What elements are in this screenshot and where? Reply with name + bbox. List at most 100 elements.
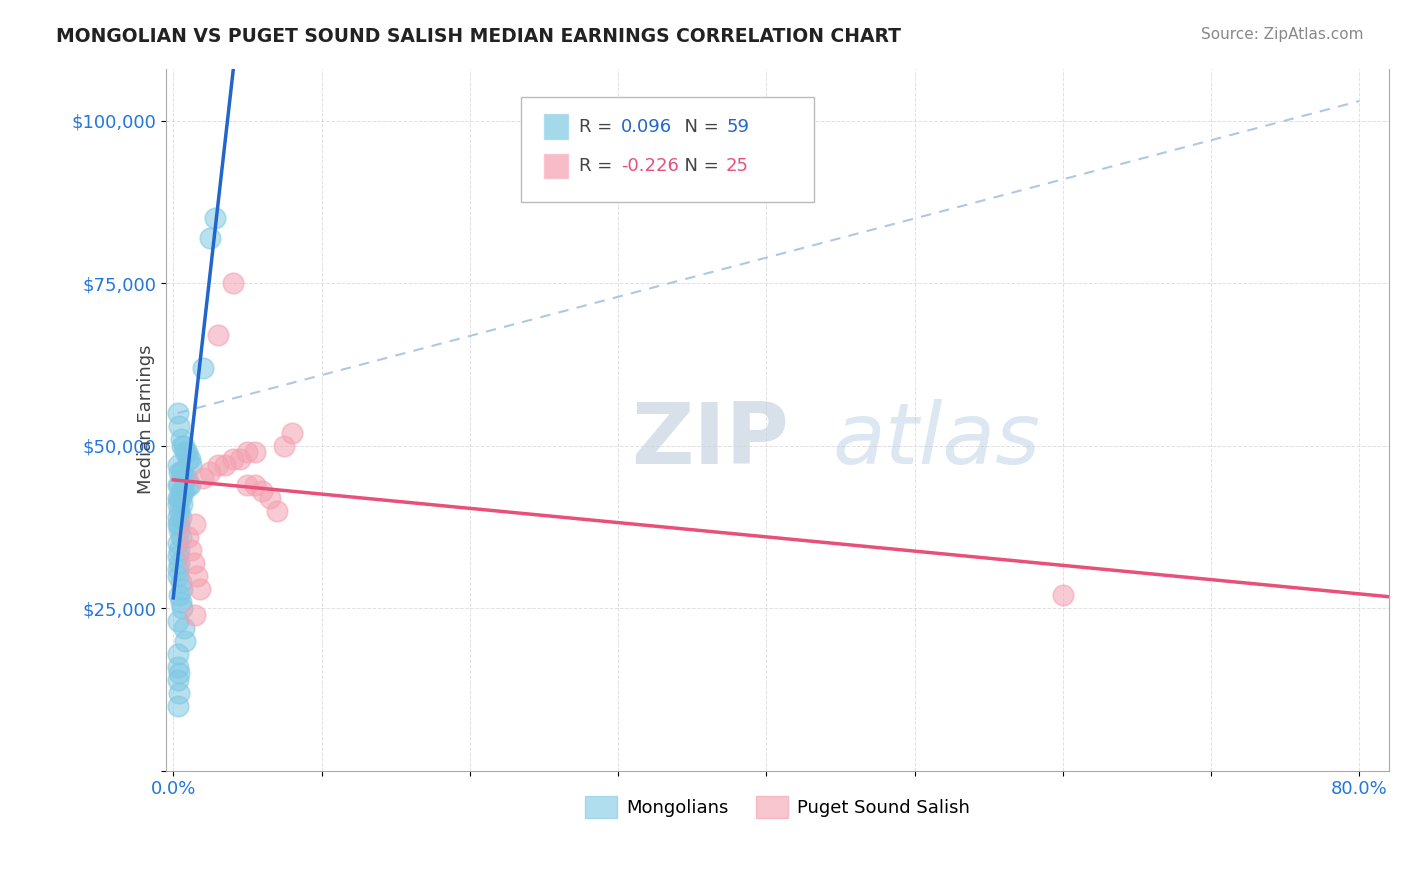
Text: R =: R =: [579, 157, 619, 175]
Point: [166, 458, 188, 472]
Point: [166, 562, 188, 576]
Point: [169, 510, 191, 524]
Point: [184, 516, 207, 531]
Point: [229, 451, 252, 466]
Point: [166, 673, 188, 687]
Point: [166, 698, 188, 713]
Point: [273, 439, 295, 453]
Point: [1052, 588, 1074, 602]
Point: [177, 477, 200, 491]
Point: [177, 530, 200, 544]
Point: [250, 484, 273, 499]
Point: [167, 477, 190, 491]
Point: [173, 621, 195, 635]
Text: Source: ZipAtlas.com: Source: ZipAtlas.com: [1201, 27, 1364, 42]
Text: 25: 25: [725, 157, 749, 175]
Point: [177, 451, 200, 466]
Point: [172, 484, 194, 499]
Point: [169, 465, 191, 479]
Point: [186, 568, 208, 582]
Point: [166, 536, 188, 550]
Point: [221, 451, 243, 466]
Point: [204, 211, 226, 225]
Point: [221, 276, 243, 290]
Point: [166, 477, 188, 491]
Point: [200, 465, 222, 479]
FancyBboxPatch shape: [543, 153, 569, 179]
FancyBboxPatch shape: [543, 113, 569, 140]
Point: [169, 484, 191, 499]
Point: [167, 523, 190, 537]
Point: [172, 439, 194, 453]
Point: [166, 406, 188, 420]
Point: [243, 477, 266, 491]
Legend: Mongolians, Puget Sound Salish: Mongolians, Puget Sound Salish: [578, 789, 977, 825]
Point: [214, 458, 236, 472]
Point: [179, 477, 201, 491]
Point: [281, 425, 304, 440]
Point: [167, 686, 190, 700]
Point: [166, 510, 188, 524]
Point: [173, 484, 195, 499]
Text: R =: R =: [579, 118, 619, 136]
Point: [259, 491, 281, 505]
Text: N =: N =: [673, 157, 725, 175]
Point: [243, 445, 266, 459]
Point: [166, 516, 188, 531]
Point: [167, 503, 190, 517]
Point: [207, 458, 229, 472]
Point: [174, 471, 197, 485]
Point: [167, 516, 190, 531]
Text: N =: N =: [673, 118, 725, 136]
Point: [169, 432, 191, 446]
Point: [180, 458, 202, 472]
Point: [266, 503, 288, 517]
Point: [188, 582, 211, 596]
Point: [166, 491, 188, 505]
Point: [166, 647, 188, 661]
Point: [236, 477, 259, 491]
Point: [167, 666, 190, 681]
Point: [207, 328, 229, 343]
Point: [172, 582, 194, 596]
Point: [166, 568, 188, 582]
Point: [180, 542, 202, 557]
Point: [172, 601, 194, 615]
Point: [173, 471, 195, 485]
Point: [174, 445, 197, 459]
Text: 0.096: 0.096: [621, 118, 672, 136]
Text: 59: 59: [725, 118, 749, 136]
Text: atlas: atlas: [832, 400, 1040, 483]
Point: [191, 360, 214, 375]
Point: [166, 549, 188, 563]
Point: [191, 471, 214, 485]
Point: [172, 497, 194, 511]
Point: [184, 607, 207, 622]
Point: [167, 588, 190, 602]
Point: [174, 633, 197, 648]
Point: [176, 445, 198, 459]
Point: [167, 465, 190, 479]
Point: [236, 445, 259, 459]
Point: [167, 556, 190, 570]
Point: [167, 542, 190, 557]
Point: [173, 439, 195, 453]
Point: [179, 451, 201, 466]
Point: [169, 530, 191, 544]
Point: [176, 471, 198, 485]
Point: [169, 594, 191, 608]
Point: [183, 556, 205, 570]
Point: [166, 497, 188, 511]
Text: ZIP: ZIP: [631, 400, 789, 483]
Point: [166, 614, 188, 628]
Point: [172, 465, 194, 479]
Y-axis label: Median Earnings: Median Earnings: [136, 345, 155, 494]
Point: [167, 419, 190, 434]
Point: [169, 491, 191, 505]
Text: MONGOLIAN VS PUGET SOUND SALISH MEDIAN EARNINGS CORRELATION CHART: MONGOLIAN VS PUGET SOUND SALISH MEDIAN E…: [56, 27, 901, 45]
Text: -0.226: -0.226: [621, 157, 679, 175]
Point: [200, 230, 222, 244]
Point: [167, 491, 190, 505]
Point: [166, 659, 188, 673]
Point: [169, 575, 191, 590]
